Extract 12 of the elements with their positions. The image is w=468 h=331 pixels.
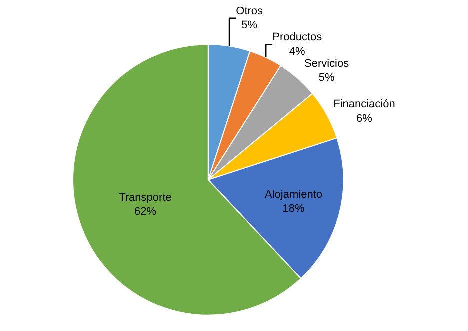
data-label: 5%	[318, 72, 335, 84]
data-label: 62%	[134, 206, 157, 218]
data-label: 4%	[289, 46, 306, 58]
slice-label: Servicios	[304, 58, 350, 70]
data-label: 6%	[356, 112, 373, 125]
slice-label: Financiación	[334, 98, 396, 111]
slice-label: Otros	[236, 5, 264, 18]
data-label: 5%	[242, 20, 258, 32]
data-label: 18%	[282, 203, 305, 216]
slice-label: Alojamiento	[265, 188, 323, 201]
slice-label: Productos	[272, 32, 323, 44]
slice-label: Transporte	[119, 192, 172, 204]
